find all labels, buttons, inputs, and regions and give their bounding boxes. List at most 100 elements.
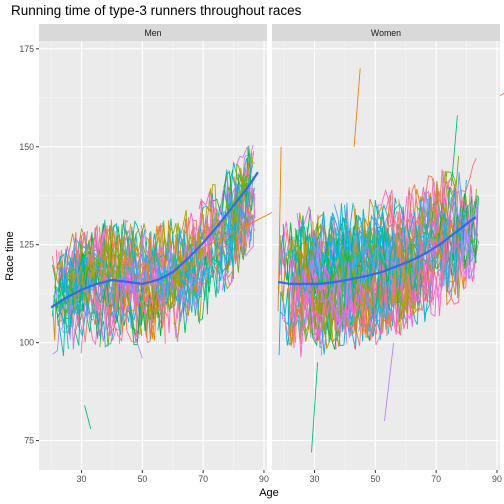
runner-trace [218, 213, 247, 292]
x-axis-men: 30 50 70 90 [77, 470, 269, 484]
runner-trace [306, 216, 335, 285]
runner-trace [221, 182, 243, 261]
runner-trace [224, 211, 255, 278]
runner-trace [280, 282, 322, 349]
runner-trace [64, 270, 92, 319]
runner-trace [280, 235, 300, 302]
runner-trace [393, 273, 422, 317]
runner-trace [335, 262, 364, 334]
runner-trace [277, 146, 282, 312]
x-tick-label: 50 [370, 474, 380, 484]
runner-trace [184, 191, 221, 255]
x-tick-label: 90 [259, 474, 269, 484]
runner-trace [303, 272, 350, 341]
x-tick-label: 50 [137, 474, 147, 484]
runner-trace [56, 311, 69, 357]
runner-trace [105, 277, 140, 338]
y-axis: 75 100 125 150 175 [19, 44, 39, 446]
runner-traces-men [51, 93, 504, 430]
runner-trace [84, 405, 92, 430]
y-axis-title: Race time [4, 231, 16, 281]
runner-trace [158, 278, 179, 334]
runner-trace [384, 342, 395, 422]
runner-trace [450, 115, 458, 187]
runner-trace [401, 222, 456, 318]
runner-trace [174, 223, 214, 302]
runner-trace [58, 252, 104, 299]
runner-trace [178, 246, 193, 301]
runner-trace [190, 254, 211, 305]
runner-trace [112, 223, 147, 281]
runner-trace [451, 193, 478, 272]
chart-title: Running time of type-3 runners throughou… [11, 3, 302, 18]
runner-trace [353, 68, 361, 147]
runner-trace [375, 206, 426, 280]
x-axis-women: 30 50 70 90 [310, 470, 502, 484]
y-tick-label: 175 [19, 44, 34, 54]
facet-panel-men: Men [39, 24, 504, 470]
runner-trace [99, 219, 132, 276]
facet-strip-label-women: Women [371, 28, 401, 38]
runner-trace [339, 244, 370, 315]
facet-strip-men [39, 24, 267, 41]
runner-trace [124, 250, 133, 300]
runner-trace [118, 282, 166, 344]
runner-trace [299, 241, 311, 309]
x-tick-label: 70 [198, 474, 208, 484]
runner-trace [121, 281, 166, 341]
x-tick-label: 70 [431, 474, 441, 484]
runner-trace [54, 255, 105, 316]
runner-trace [385, 189, 408, 243]
runner-trace [233, 214, 253, 273]
y-tick-label: 125 [19, 240, 34, 250]
runner-trace [149, 223, 164, 283]
y-tick-label: 150 [19, 142, 34, 152]
runner-trace [414, 169, 443, 249]
runner-trace [121, 220, 172, 282]
runner-trace [74, 290, 94, 346]
x-tick-label: 90 [492, 474, 502, 484]
runner-trace [459, 196, 479, 266]
facet-strip-label-men: Men [144, 28, 161, 38]
runner-traces-women [277, 68, 480, 453]
y-tick-label: 75 [24, 436, 34, 446]
runner-trace [283, 274, 333, 349]
y-tick-label: 100 [19, 338, 34, 348]
runner-trace [51, 278, 84, 335]
runner-trace [398, 187, 414, 248]
runner-trace [326, 226, 341, 268]
runner-trace [311, 362, 319, 453]
runner-trace [65, 258, 102, 311]
runner-trace [235, 146, 253, 190]
runner-trace [97, 224, 123, 288]
runner-trace [197, 221, 230, 287]
runner-trace [333, 202, 373, 278]
runner-trace [289, 252, 342, 319]
runner-trace [428, 202, 455, 253]
runner-trace [130, 237, 162, 293]
runner-trace [132, 330, 143, 359]
facet-strip-women [272, 24, 500, 41]
smooth-trend-line-men [50, 171, 259, 309]
runner-trace [299, 283, 329, 335]
runner-trace [230, 176, 256, 232]
x-axis-title: Age [259, 487, 279, 499]
runner-trace [436, 224, 463, 293]
runner-trace [329, 224, 383, 294]
runner-trace [85, 288, 105, 340]
runner-trace [449, 198, 478, 263]
x-tick-label: 30 [77, 474, 87, 484]
runner-trace [162, 251, 192, 312]
runner-trace [223, 163, 250, 228]
runner-trace [298, 290, 331, 358]
runner-trace [374, 270, 422, 334]
runner-trace [360, 233, 398, 285]
x-tick-label: 30 [310, 474, 320, 484]
runner-trace [180, 258, 201, 313]
runner-trace [201, 184, 218, 252]
facet-panel-women: Women [272, 24, 500, 470]
runner-trace [221, 193, 256, 291]
runner-trace [414, 238, 430, 302]
runner-trace [119, 259, 167, 314]
